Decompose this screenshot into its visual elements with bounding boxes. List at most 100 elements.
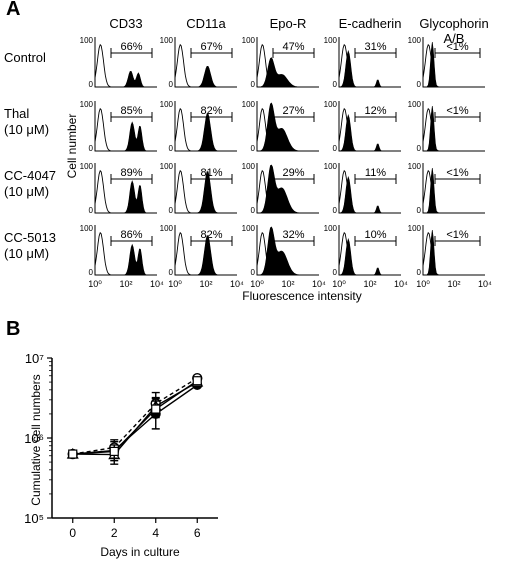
hist-x-tick: 10⁰ — [416, 279, 430, 289]
histogram-r2-c3: 100 0 11% — [324, 162, 401, 215]
y-tick-label: 10⁷ — [25, 351, 44, 366]
hist-y-tick-bottom: 0 — [169, 80, 174, 89]
histogram-r1-c2: 100 0 27% — [242, 100, 319, 153]
hist-y-tick-top: 100 — [242, 100, 256, 109]
gate-bracket — [272, 174, 315, 184]
hist-y-tick-top: 100 — [242, 36, 256, 45]
stained-histogram — [423, 41, 485, 88]
row-label-line: (10 μM) — [4, 246, 50, 261]
hist-y-tick-bottom: 0 — [251, 206, 256, 215]
hist-y-tick-bottom: 0 — [333, 206, 338, 215]
stained-histogram — [338, 175, 401, 214]
hist-y-tick-bottom: 0 — [333, 80, 338, 89]
gate-percentage: 82% — [200, 105, 222, 117]
gate-percentage: 66% — [120, 41, 142, 53]
histogram-r1-c0: 100 0 85% — [80, 100, 157, 153]
x-tick-label: 6 — [194, 526, 201, 540]
hist-x-tick: 10⁰ — [88, 279, 102, 289]
days-axis-title: Days in culture — [100, 545, 180, 559]
flow-histogram-grid: 100 0 66% 100 0 67% 100 0 47% 100 0 31% 100 0 <1% 100 0 8… — [80, 36, 492, 289]
gate-bracket — [110, 48, 153, 58]
gate-bracket — [190, 112, 233, 122]
gate-percentage: 82% — [200, 229, 222, 241]
gate-bracket — [272, 236, 315, 246]
histogram-r3-c3: 100 0 10% 10⁰ 10² 10⁴ — [324, 224, 408, 289]
series-open-square — [68, 376, 202, 459]
histogram-r1-c4: 100 0 <1% — [408, 100, 485, 153]
data-point — [109, 446, 119, 456]
x-tick-label: 0 — [69, 526, 76, 540]
gate-bracket — [434, 48, 481, 58]
stained-histogram — [257, 57, 319, 88]
gate-bracket — [354, 174, 397, 184]
hist-x-tick: 10² — [281, 279, 294, 289]
gate-percentage: <1% — [446, 41, 469, 53]
histogram-r0-c4: 100 0 <1% — [408, 36, 485, 89]
gate-percentage: 81% — [200, 167, 222, 179]
gate-percentage: 10% — [364, 229, 386, 241]
gate-bracket — [190, 48, 233, 58]
gate-bracket — [190, 236, 233, 246]
stained-histogram — [175, 171, 237, 214]
column-header-2: Epo-R — [269, 16, 307, 31]
gate-percentage: 86% — [120, 229, 142, 241]
hist-x-tick: 10⁴ — [150, 279, 164, 289]
gate-percentage: 31% — [364, 41, 386, 53]
histogram-r2-c2: 100 0 29% — [242, 162, 319, 215]
hist-y-tick-top: 100 — [324, 36, 338, 45]
gate-bracket — [110, 174, 153, 184]
hist-y-tick-top: 100 — [80, 100, 94, 109]
gate-percentage: 47% — [282, 41, 304, 53]
row-label-line: CC-5013 — [4, 230, 57, 245]
gate-percentage: 27% — [282, 105, 304, 117]
stained-histogram — [423, 229, 485, 276]
hist-y-tick-bottom: 0 — [251, 144, 256, 153]
gate-percentage: <1% — [446, 105, 469, 117]
gate-percentage: 89% — [120, 167, 142, 179]
histogram-r1-c1: 100 0 82% — [160, 100, 237, 153]
hist-y-tick-top: 100 — [324, 224, 338, 233]
column-header-4: Glycophorin A/B — [419, 16, 489, 46]
row-label-line: Thal — [4, 106, 30, 121]
hist-y-tick-bottom: 0 — [417, 144, 422, 153]
histogram-r2-c1: 100 0 81% — [160, 162, 237, 215]
hist-x-tick: 10⁰ — [250, 279, 264, 289]
stained-histogram — [95, 243, 157, 276]
hist-y-tick-bottom: 0 — [417, 80, 422, 89]
histogram-r3-c4: 100 0 <1% 10⁰ 10² 10⁴ — [408, 224, 492, 289]
column-header-0: CD33 — [109, 16, 143, 31]
hist-y-tick-top: 100 — [80, 162, 94, 171]
gate-bracket — [434, 174, 481, 184]
gate-percentage: 11% — [365, 167, 386, 179]
y-tick-label: 10⁶ — [24, 431, 44, 446]
hist-y-tick-bottom: 0 — [417, 206, 422, 215]
gate-percentage: <1% — [446, 167, 469, 179]
series-line — [72, 380, 198, 455]
gate-bracket — [434, 112, 481, 122]
hist-x-tick: 10⁴ — [312, 279, 326, 289]
hist-y-tick-top: 100 — [80, 36, 94, 45]
column-header-1: CD11a — [186, 16, 226, 31]
hist-y-tick-top: 100 — [408, 100, 422, 109]
gate-percentage: 29% — [282, 167, 304, 179]
histogram-r0-c0: 100 0 66% — [80, 36, 157, 89]
row-label-1: Thal (10 μM) — [4, 106, 49, 138]
histogram-r1-c3: 100 0 12% — [324, 100, 401, 153]
gate-percentage: 12% — [364, 105, 386, 117]
histogram-r2-c4: 100 0 <1% — [408, 162, 485, 215]
row-label-2: CC-4047 (10 μM) — [4, 168, 56, 200]
stained-histogram — [95, 121, 157, 152]
hist-x-tick: 10⁴ — [230, 279, 244, 289]
histogram-r0-c1: 100 0 67% — [160, 36, 237, 89]
hist-y-tick-bottom: 0 — [89, 80, 94, 89]
panel-a-letter: A — [6, 0, 21, 20]
gate-bracket — [354, 112, 397, 122]
hist-y-tick-bottom: 0 — [417, 268, 422, 277]
data-point — [192, 376, 202, 386]
stained-histogram — [338, 49, 401, 88]
hist-y-tick-bottom: 0 — [251, 268, 256, 277]
hist-y-tick-bottom: 0 — [169, 268, 174, 277]
panel-b-letter: B — [6, 318, 21, 340]
x-tick-label: 2 — [111, 526, 118, 540]
